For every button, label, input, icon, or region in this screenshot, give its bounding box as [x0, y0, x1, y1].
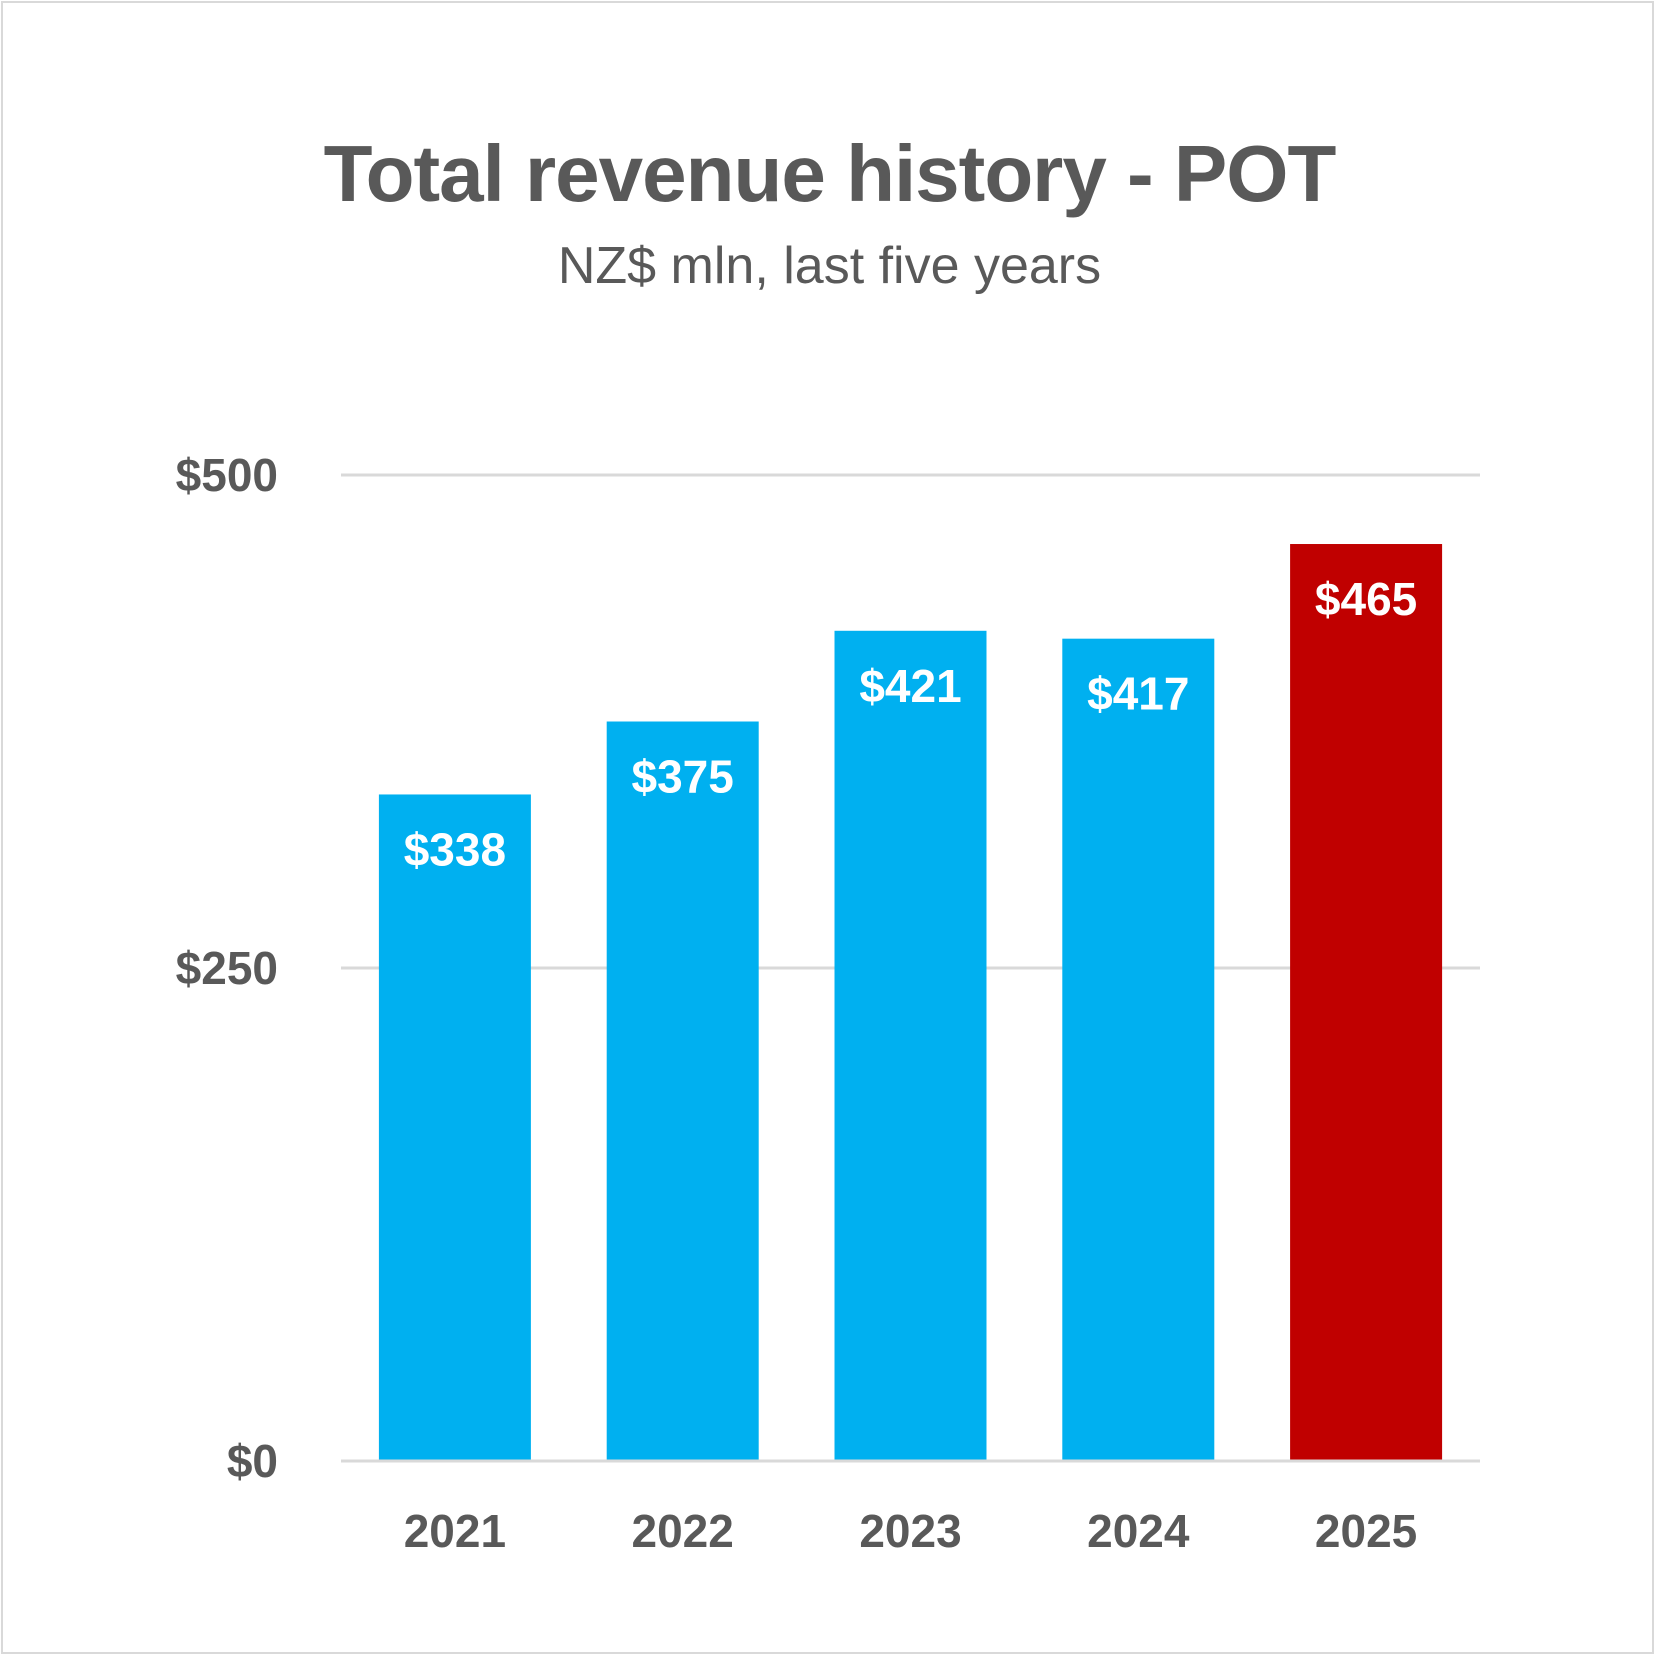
- x-tick-label: 2025: [1315, 1505, 1417, 1557]
- data-label: $375: [632, 751, 734, 803]
- x-tick-label: 2021: [404, 1505, 506, 1557]
- y-tick-label: $250: [176, 942, 278, 994]
- bar-2023: [834, 630, 987, 1461]
- bar-2024: [1062, 638, 1215, 1461]
- data-label: $465: [1315, 573, 1417, 625]
- data-label: $338: [404, 823, 506, 875]
- bar-2021: [378, 794, 531, 1461]
- bar-2022: [606, 721, 759, 1461]
- chart-title: Total revenue history - POT: [323, 129, 1337, 218]
- chart-subtitle: NZ$ mln, last five years: [557, 237, 1102, 295]
- x-tick-label: 2023: [859, 1505, 961, 1557]
- bar-2025: [1290, 544, 1443, 1461]
- x-tick-label: 2024: [1087, 1505, 1190, 1557]
- data-label: $417: [1087, 668, 1189, 720]
- x-tick-label: 2022: [632, 1505, 734, 1557]
- y-tick-label: $500: [176, 449, 278, 501]
- y-tick-label: $0: [227, 1435, 278, 1487]
- data-label: $421: [859, 660, 961, 712]
